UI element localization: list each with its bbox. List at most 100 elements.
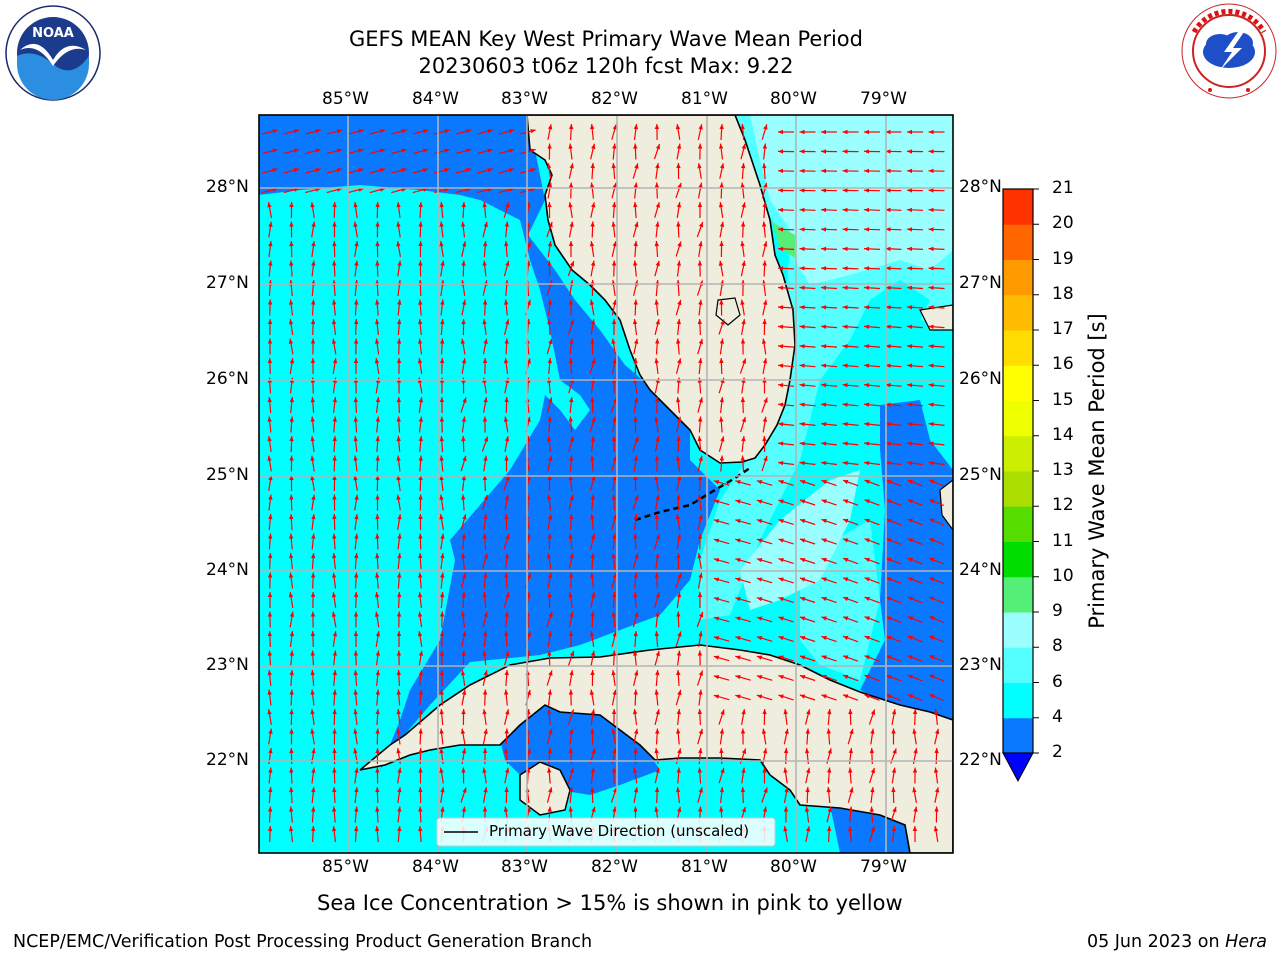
wave-arrow-head — [268, 787, 273, 793]
wave-arrow-head — [677, 358, 682, 364]
wave-arrow-head — [848, 709, 853, 715]
wave-arrow-head — [741, 143, 746, 150]
wave-arrow-head — [821, 149, 826, 154]
wave-arrow-head — [439, 475, 444, 481]
lat-label-left-24: 24°N — [206, 560, 249, 580]
wave-arrow-head — [655, 163, 660, 169]
wave-arrow-head — [418, 221, 423, 227]
wave-arrow-head — [907, 694, 913, 699]
wave-arrow-head — [676, 319, 681, 325]
wave-arrow-head — [864, 266, 870, 271]
land-grand-bahama — [919, 304, 953, 331]
wave-arrow-head — [375, 514, 380, 520]
wave-arrow-head — [885, 305, 891, 310]
wave-arrow-head — [677, 416, 682, 423]
wave-arrow-head — [885, 422, 891, 427]
wave-arrow-head — [504, 689, 509, 695]
wave-arrow-head — [713, 655, 720, 660]
wave-arrow-head — [799, 246, 805, 252]
wave-arrow-head — [353, 397, 358, 403]
wave-arrow-head — [735, 538, 741, 543]
wave-arrow-head — [929, 616, 935, 621]
wave-arrow-head — [611, 553, 616, 559]
wave-arrow-head — [462, 572, 467, 579]
wave-arrow-head — [713, 538, 720, 543]
wave-arrow-head — [462, 241, 467, 247]
wave-arrow-head — [332, 787, 337, 793]
wave-arrow-head — [375, 397, 381, 403]
wave-arrow-head — [928, 246, 934, 252]
wave-arrow-head — [907, 129, 912, 135]
wave-arrow-head — [719, 221, 725, 227]
wave-arrow-head — [568, 416, 573, 422]
wave-arrow-head — [778, 168, 783, 174]
wave-arrow-head — [864, 596, 870, 601]
wave-arrow-head — [612, 787, 618, 793]
wave-arrow-head — [912, 826, 918, 831]
wave-arrow-head — [633, 455, 639, 461]
wave-arrow-head — [440, 260, 445, 266]
wave-arrow-head — [396, 728, 401, 734]
wave-arrow-head — [698, 689, 703, 695]
wave-arrow-head — [698, 182, 703, 188]
wave-arrow-head — [440, 533, 445, 539]
wave-arrow-head — [311, 748, 316, 754]
wave-arrow-head — [482, 748, 488, 753]
wave-arrow-head — [655, 709, 660, 715]
wave-arrow-head — [548, 670, 553, 676]
wave-arrow-head — [778, 558, 784, 563]
wave-arrow-head — [526, 572, 531, 579]
wave-arrow-head — [375, 416, 380, 422]
wave-arrow-head — [756, 636, 763, 641]
wave-arrow-head — [310, 611, 316, 617]
wave-arrow-head — [676, 221, 681, 227]
wave-arrow-head — [697, 202, 703, 207]
wave-arrow-head — [354, 299, 359, 305]
wave-arrow-head — [611, 709, 617, 714]
wave-arrow-head — [929, 694, 935, 699]
wave-arrow-head — [396, 338, 402, 344]
wave-arrow-head — [548, 338, 553, 345]
wave-arrow-head — [762, 767, 767, 773]
wave-arrow-head — [799, 129, 805, 135]
wave-arrow-head — [633, 533, 638, 539]
wave-arrow-head — [740, 299, 745, 305]
wave-arrow-head — [336, 168, 343, 173]
wave-arrow-head — [741, 202, 746, 208]
wave-arrow-head — [633, 182, 638, 188]
wave-arrow-head — [735, 675, 741, 680]
wave-arrow-head — [870, 787, 875, 793]
wave-arrow-head — [799, 461, 805, 466]
wave-arrow-head — [719, 299, 724, 305]
wave-arrow-head — [756, 480, 763, 485]
wave-arrow-head — [568, 748, 573, 754]
wave-arrow-head — [634, 163, 639, 169]
wave-arrow-head — [590, 124, 595, 130]
wave-arrow-head — [591, 806, 596, 813]
wave-arrow-head — [462, 455, 467, 462]
wave-arrow-head — [720, 709, 725, 715]
wave-arrow-head — [505, 767, 510, 773]
wave-arrow-head — [821, 538, 827, 543]
wave-arrow-head — [907, 383, 913, 388]
wave-arrow-head — [547, 709, 552, 715]
wave-arrow-head — [461, 299, 467, 305]
wave-arrow-head — [763, 241, 768, 247]
wave-arrow-head — [633, 787, 639, 793]
wave-arrow-head — [756, 616, 763, 621]
wave-arrow-head — [354, 514, 359, 520]
wave-arrow-head — [310, 436, 315, 442]
wave-arrow-head — [353, 455, 358, 461]
wave-arrow-head — [530, 129, 536, 134]
wave-arrow-head — [885, 324, 891, 329]
wave-arrow-head — [907, 188, 913, 193]
wave-arrow-head — [418, 260, 423, 266]
wave-arrow-head — [267, 650, 272, 656]
wave-arrow-head — [503, 806, 509, 812]
wave-arrow-head — [332, 767, 337, 773]
wave-arrow-head — [288, 572, 294, 578]
wave-arrow-head — [483, 572, 488, 578]
wave-arrow-head — [590, 455, 595, 461]
wave-arrow-head — [675, 124, 681, 130]
wave-arrow-head — [740, 241, 745, 247]
